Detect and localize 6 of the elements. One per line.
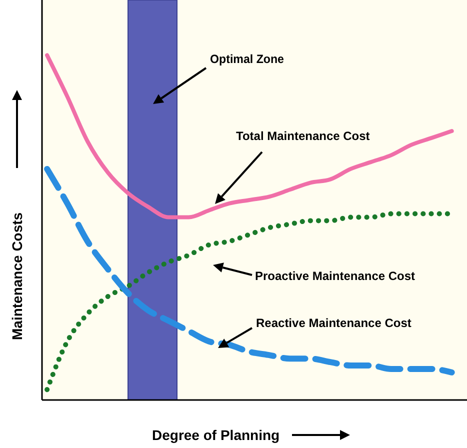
annotation: Optimal Zone (210, 52, 287, 66)
text: Proactive Maintenance Cost (255, 269, 416, 283)
y-axis-title: Maintenance Costs (9, 212, 25, 340)
series-label: Total Maintenance Cost (236, 129, 370, 143)
x-axis-title: Degree of Planning (152, 427, 280, 443)
series-label: Reactive Maintenance Cost (256, 316, 412, 330)
